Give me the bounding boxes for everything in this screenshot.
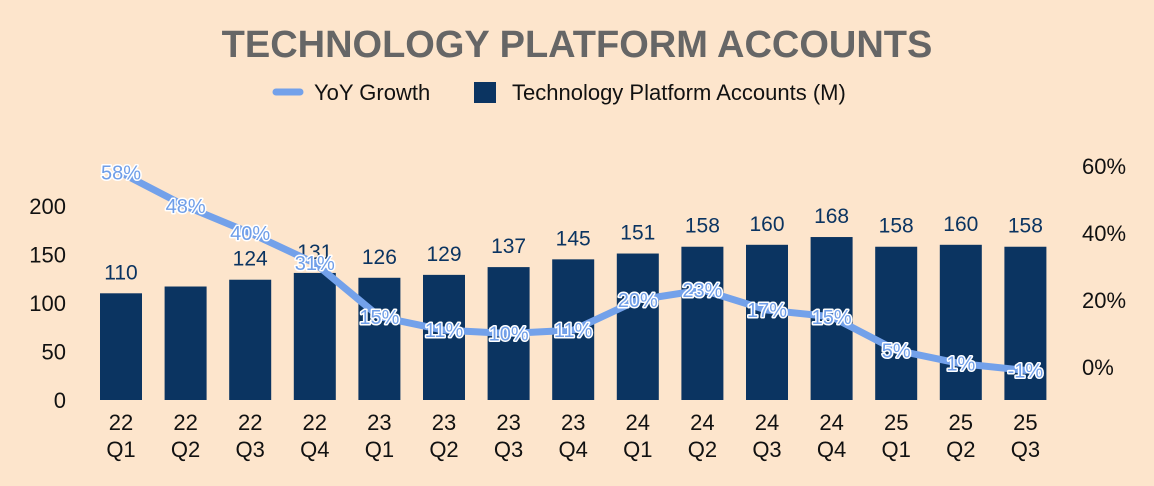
bar-value-label: 151 [620, 222, 655, 245]
bar-value-label: 158 [685, 215, 720, 238]
x-tick-year: 25 [949, 410, 973, 435]
x-tick-year: 23 [496, 410, 520, 435]
bar [164, 286, 207, 400]
x-tick-year: 22 [303, 410, 327, 435]
bar-value-label: 129 [426, 243, 461, 266]
bar [939, 244, 982, 400]
right-tick-label: 40% [1082, 221, 1126, 246]
x-tick-year: 22 [109, 410, 133, 435]
bar [358, 277, 401, 400]
x-tick-quarter: Q1 [623, 437, 652, 462]
x-tick-year: 23 [432, 410, 456, 435]
right-tick-label: 20% [1082, 288, 1126, 313]
growth-value-label: 15% [359, 307, 399, 329]
growth-value-label: -1% [1008, 360, 1044, 382]
x-tick-year: 25 [884, 410, 908, 435]
x-tick-quarter: Q1 [106, 437, 135, 462]
bar-value-label: 126 [362, 246, 397, 269]
bar-value-label: 158 [1008, 215, 1043, 238]
x-tick-year: 24 [690, 410, 714, 435]
bar-value-label: 145 [556, 227, 591, 250]
left-tick-label: 200 [29, 194, 66, 219]
bar [100, 293, 142, 400]
x-tick-quarter: Q4 [559, 437, 588, 462]
x-tick-quarter: Q1 [882, 437, 911, 462]
bar [681, 246, 724, 400]
bar [746, 244, 788, 400]
bar-value-label: 124 [233, 248, 268, 271]
growth-value-label: 23% [682, 280, 722, 302]
x-tick-year: 22 [173, 410, 197, 435]
growth-value-label: 58% [101, 163, 141, 185]
bar-value-label: 160 [749, 213, 784, 236]
bar [616, 253, 659, 400]
x-tick-year: 24 [626, 410, 650, 435]
legend-bar-swatch [474, 82, 496, 103]
x-tick-year: 24 [819, 410, 843, 435]
chart-title: TECHNOLOGY PLATFORM ACCOUNTS [222, 24, 933, 66]
growth-value-label: 15% [812, 307, 852, 329]
growth-line [117, 169, 1029, 374]
bar [1004, 246, 1047, 400]
growth-value-label: 20% [618, 290, 658, 312]
bar-series [100, 237, 1047, 400]
left-tick-label: 0 [54, 388, 66, 413]
growth-value-label: 11% [425, 320, 464, 342]
bar [875, 246, 918, 400]
growth-value-label: 1% [946, 354, 975, 376]
line-labels: 58% 48% 40% 31% 15% 11% 10% 11% 20% 23% 17% 15% 5% 1%… [99, 161, 1044, 384]
right-axis: 0% 20% 40% 60% [1082, 154, 1126, 380]
growth-value-label: 17% [747, 300, 787, 322]
legend: YoY Growth Technology Platform Accounts … [272, 80, 846, 105]
x-tick-year: 23 [367, 410, 391, 435]
right-tick-label: 0% [1082, 355, 1114, 380]
bar [423, 274, 465, 400]
x-tick-quarter: Q3 [752, 437, 781, 462]
x-tick-quarter: Q2 [946, 437, 975, 462]
growth-value-label: 31% [295, 253, 335, 275]
left-tick-label: 50 [42, 340, 66, 365]
legend-line-label: YoY Growth [314, 80, 430, 105]
x-tick-quarter: Q3 [236, 437, 265, 462]
x-tick-quarter: Q3 [1011, 437, 1040, 462]
left-tick-label: 150 [29, 243, 66, 268]
x-tick-quarter: Q1 [365, 437, 394, 462]
growth-value-label: 10% [489, 324, 529, 346]
x-tick-year: 25 [1013, 410, 1037, 435]
x-tick-quarter: Q3 [494, 437, 523, 462]
bar-value-label: 137 [491, 235, 526, 258]
growth-value-label: 5% [882, 340, 911, 362]
legend-bar-label: Technology Platform Accounts (M) [512, 80, 846, 105]
x-tick-quarter: Q4 [817, 437, 846, 462]
x-tick-year: 22 [238, 410, 262, 435]
bar-value-label: 110 [104, 261, 137, 284]
x-tick-quarter: Q2 [171, 437, 200, 462]
left-axis: 0 50 100 150 200 [29, 194, 66, 413]
bar [229, 279, 272, 400]
x-tick-quarter: Q2 [429, 437, 458, 462]
bar-value-label: 168 [814, 205, 849, 228]
growth-value-label: 48% [166, 196, 206, 218]
growth-value-label: 11% [554, 320, 593, 342]
bar-value-label: 160 [943, 213, 978, 236]
right-tick-label: 60% [1082, 154, 1126, 179]
bar-value-label: 158 [879, 215, 914, 238]
bar [293, 272, 336, 400]
x-tick-year: 24 [755, 410, 779, 435]
line-series [117, 169, 1029, 374]
x-axis: 22Q122Q222Q322Q423Q123Q223Q323Q424Q124Q2… [106, 410, 1040, 462]
left-tick-label: 100 [29, 291, 66, 316]
growth-value-label: 40% [230, 223, 270, 245]
x-tick-quarter: Q2 [688, 437, 717, 462]
x-tick-year: 23 [561, 410, 585, 435]
x-tick-quarter: Q4 [300, 437, 329, 462]
